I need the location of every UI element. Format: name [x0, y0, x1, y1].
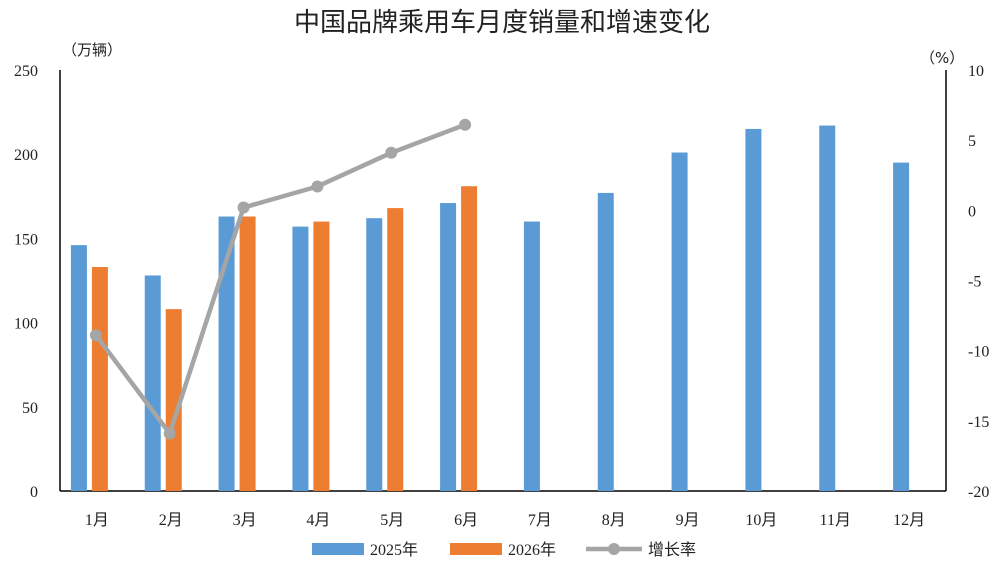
bar-2025	[671, 152, 688, 492]
growth-rate-line	[94, 122, 466, 436]
right-tick-label: 5	[968, 133, 976, 150]
legend: 2025年 2026年 增长率	[312, 541, 696, 559]
x-tick-label: 1月	[85, 512, 109, 529]
bar-2026	[165, 309, 182, 491]
legend-swatch-2026	[450, 543, 502, 555]
bar-2026	[461, 186, 478, 492]
bar-2026	[91, 267, 108, 491]
growth-rate-point	[163, 427, 176, 440]
bar-2025	[440, 203, 457, 491]
bar-2025	[292, 226, 309, 491]
left-tick-label: 50	[22, 400, 38, 417]
bar-2025	[144, 275, 161, 491]
left-tick-label: 0	[30, 484, 38, 501]
growth-rate-point	[385, 146, 398, 159]
x-tick-label: 9月	[676, 512, 700, 529]
growth-rate-point	[459, 118, 472, 131]
x-tick-label: 7月	[528, 512, 552, 529]
x-tick-label: 3月	[233, 512, 257, 529]
bar-2025	[523, 221, 540, 491]
right-tick-label: -15	[968, 414, 989, 431]
left-tick-label: 250	[14, 63, 38, 80]
legend-label-growth: 增长率	[648, 541, 696, 559]
x-tick-label: 4月	[306, 512, 330, 529]
left-tick-label: 100	[14, 316, 38, 333]
legend-label-2026: 2026年	[508, 541, 556, 559]
right-tick-label: -20	[968, 484, 989, 501]
growth-rate-point	[237, 201, 250, 214]
bar-2026	[313, 221, 330, 491]
left-axis-unit: （万辆）	[62, 41, 122, 59]
x-tick-label: 5月	[380, 512, 404, 529]
bar-2025	[70, 245, 87, 491]
legend-swatch-growth-marker	[608, 543, 620, 555]
growth-rate-point	[311, 180, 324, 193]
legend-swatch-2025	[312, 543, 364, 555]
x-tick-label: 11月	[820, 512, 851, 529]
x-tick-label: 2月	[159, 512, 183, 529]
right-tick-label: -5	[968, 274, 981, 291]
bar-2025	[893, 162, 910, 491]
chart-title: 中国品牌乘用车月度销量和增速变化	[294, 8, 710, 38]
left-tick-label: 150	[14, 231, 38, 248]
growth-rate-point	[89, 329, 102, 342]
bar-2025	[366, 218, 383, 491]
bar-2026	[239, 216, 256, 491]
legend-label-2025: 2025年	[370, 541, 418, 559]
right-axis-unit: （%）	[920, 49, 964, 67]
plot-area: 0 50 100 150 200 250 -20 -15 -10 -5 0 5 10 1月 2月 3月 4月 5月…	[14, 63, 989, 529]
bar-2026	[387, 208, 404, 491]
right-tick-label: 0	[968, 203, 976, 220]
left-tick-label: 200	[14, 147, 38, 164]
bar-2025	[597, 192, 614, 491]
bar-2025	[819, 125, 836, 492]
x-tick-label: 12月	[893, 512, 925, 529]
x-tick-label: 8月	[602, 512, 626, 529]
bar-2025	[218, 216, 235, 491]
x-tick-label: 10月	[745, 512, 777, 529]
bar-2025	[745, 128, 762, 491]
x-tick-label: 6月	[454, 512, 478, 529]
right-tick-label: 10	[968, 63, 984, 80]
right-tick-label: -10	[968, 344, 989, 361]
